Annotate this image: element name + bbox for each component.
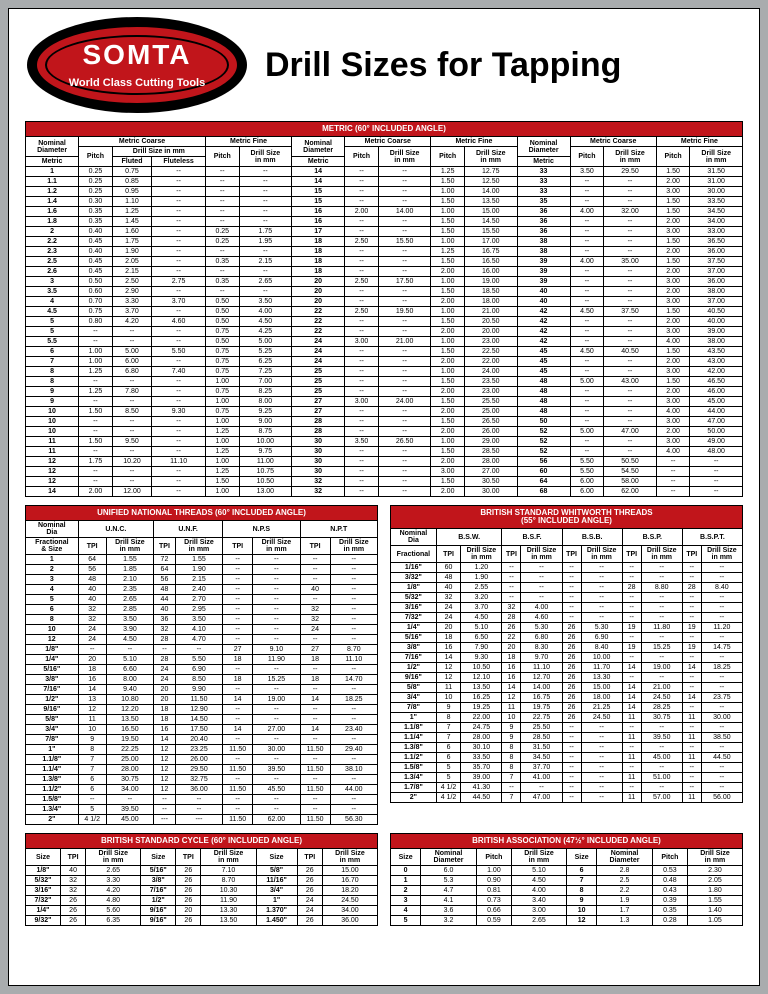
whitworth-section: BRITISH STANDARD WHITWORTH THREADS(55° I… xyxy=(390,505,743,825)
ba-table: BRITISH ASSOCIATION (47½° INCLUDED ANGLE… xyxy=(390,833,743,926)
logo-tagline: World Class Cutting Tools xyxy=(27,77,247,89)
metric-table: METRIC (60° INCLUDED ANGLE)NominalDiamet… xyxy=(25,121,743,497)
logo-brand: SOMTA xyxy=(27,39,247,71)
unified-table: UNIFIED NATIONAL THREADS (60° INCLUDED A… xyxy=(25,505,378,825)
metric-section: METRIC (60° INCLUDED ANGLE)NominalDiamet… xyxy=(9,121,759,505)
cycle-table: BRITISH STANDARD CYCLE (60° INCLUDED ANG… xyxy=(25,833,378,926)
header: SOMTA World Class Cutting Tools Drill Si… xyxy=(9,9,759,121)
logo: SOMTA World Class Cutting Tools xyxy=(27,17,247,113)
page: SOMTA World Class Cutting Tools Drill Si… xyxy=(8,8,760,986)
page-title: Drill Sizes for Tapping xyxy=(265,46,741,85)
whitworth-table: BRITISH STANDARD WHITWORTH THREADS(55° I… xyxy=(390,505,743,803)
unified-section: UNIFIED NATIONAL THREADS (60° INCLUDED A… xyxy=(25,505,378,825)
ba-section: BRITISH ASSOCIATION (47½° INCLUDED ANGLE… xyxy=(390,833,743,926)
cycle-section: BRITISH STANDARD CYCLE (60° INCLUDED ANG… xyxy=(25,833,378,926)
